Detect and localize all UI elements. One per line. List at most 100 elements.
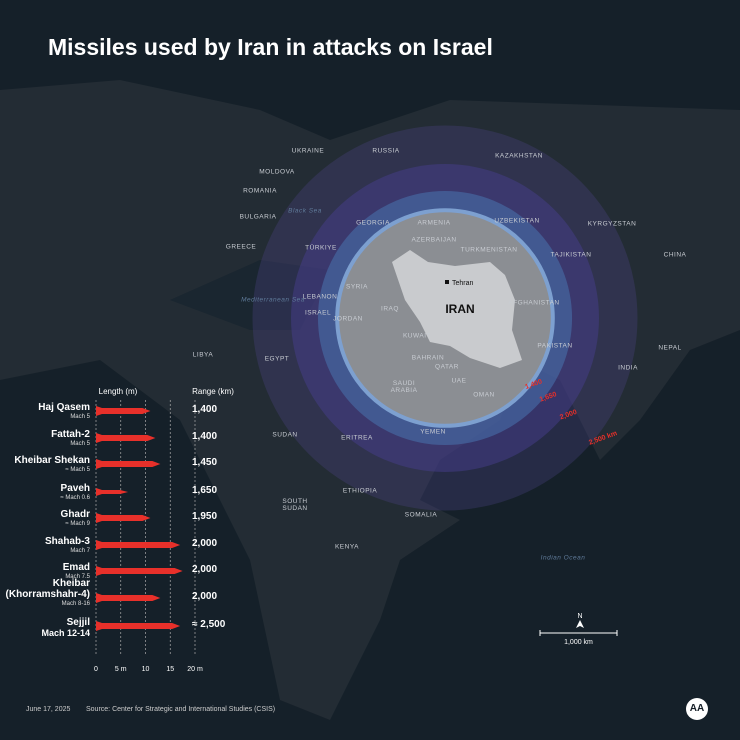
map-label: PAKISTAN xyxy=(537,342,573,350)
map-label: AFGHANISTAN xyxy=(508,299,560,307)
missile-speed: Mach 7 xyxy=(70,548,90,554)
iran-label: IRAN xyxy=(445,302,474,316)
map-label: OMAN xyxy=(473,391,495,399)
missile-speed: ≈ Mach 0.6 xyxy=(60,495,90,501)
map-label: LEBANON xyxy=(302,293,338,301)
missile xyxy=(96,488,129,496)
north-label: N xyxy=(577,613,582,620)
range-header: Range (km) xyxy=(192,387,234,396)
logo: AA xyxy=(686,698,708,720)
missile-range: 2,000 xyxy=(192,538,218,549)
missile xyxy=(96,459,161,469)
missile-name: Ghadr xyxy=(60,509,90,520)
missile-range: 2,000 xyxy=(192,591,218,602)
map-label: KUWAIT xyxy=(402,332,432,340)
map-label: GEORGIA xyxy=(356,219,390,227)
missile-speed: Mach 5 xyxy=(70,414,90,420)
missile xyxy=(96,593,161,603)
missile xyxy=(96,513,151,523)
mediterranean xyxy=(170,260,330,330)
missile-name: Paveh xyxy=(60,483,90,494)
capital-marker xyxy=(445,280,449,284)
date: June 17, 2025 xyxy=(26,706,71,713)
scale-label: 1,000 km xyxy=(564,639,593,646)
map-label: ETHIOPIA xyxy=(342,487,378,495)
map-label: NEPAL xyxy=(658,344,682,352)
map-label: JORDAN xyxy=(333,315,363,323)
map-label: IRAQ xyxy=(381,305,399,313)
map-label: ARMENIA xyxy=(417,219,451,227)
missile-range: 1,650 xyxy=(192,485,218,496)
missile xyxy=(96,621,181,631)
source: Source: Center for Strategic and Interna… xyxy=(86,706,276,713)
map-label: SUDAN xyxy=(272,431,298,439)
map-label: KYRGYZSTAN xyxy=(587,220,637,228)
north-arrow xyxy=(576,620,584,628)
missile-name: Emad xyxy=(62,562,90,573)
map-label: TÜRKIYE xyxy=(305,244,337,252)
missile-speed: Mach 8-16 xyxy=(61,601,90,607)
map-label: TAJIKISTAN xyxy=(550,251,592,259)
x-tick-label: 20 m xyxy=(187,666,203,673)
map-label: CHINA xyxy=(663,251,687,259)
x-tick-label: 15 xyxy=(166,666,174,673)
map-label: TURKMENISTAN xyxy=(460,246,518,254)
capital: Tehran xyxy=(452,280,474,287)
missile-speed: Mach 5 xyxy=(70,441,90,447)
map-label: Indian Ocean xyxy=(540,554,586,562)
missile-range: 1,400 xyxy=(192,431,218,442)
map-label: SAUDI ARABIA xyxy=(390,379,418,394)
map-label: BULGARIA xyxy=(239,213,277,221)
missile xyxy=(96,406,151,416)
map-label: AZERBAIJAN xyxy=(411,236,457,244)
map-label: ISRAEL xyxy=(304,309,332,317)
missile-range: 2,000 xyxy=(192,564,218,575)
x-tick-label: 0 xyxy=(94,666,98,673)
map-label: MOLDOVA xyxy=(259,168,295,176)
missile-speed: ≈ Mach 9 xyxy=(65,521,90,527)
missile-name: Kheibar (Khorramshahr-4) xyxy=(5,578,90,600)
missile xyxy=(96,540,181,550)
missile-name: Kheibar Shekan xyxy=(14,455,90,466)
map-label: BAHRAIN xyxy=(411,354,445,362)
map-label: ROMANIA xyxy=(243,187,277,195)
map-label: SYRIA xyxy=(345,283,369,291)
map-label: GREECE xyxy=(225,243,257,251)
title: Missiles used by Iran in attacks on Isra… xyxy=(48,34,493,60)
map-label: INDIA xyxy=(618,364,638,372)
scale-bar xyxy=(539,630,618,636)
map-label: KAZAKHSTAN xyxy=(495,152,543,160)
map-label: LIBYA xyxy=(192,351,214,359)
missile-name: Haj Qasem xyxy=(38,402,90,413)
map-label: QATAR xyxy=(435,363,459,371)
missile-range: 1,450 xyxy=(192,457,218,468)
map-label: SOUTH SUDAN xyxy=(282,497,308,512)
map-label: UKRAINE xyxy=(291,147,325,155)
missile-name: Shahab-3 xyxy=(44,536,90,547)
missile-range: 1,400 xyxy=(192,404,218,415)
map-label: SOMALIA xyxy=(404,511,438,519)
length-header: Length (m) xyxy=(99,387,138,396)
map-label: UZBEKISTAN xyxy=(494,217,540,225)
map-label: Black Sea xyxy=(288,207,322,215)
missile-name: Sejjil xyxy=(66,617,90,628)
missile-speed: ≈ Mach 5 xyxy=(65,467,90,473)
missile-speed: Mach 7.5 xyxy=(65,574,90,580)
iran xyxy=(392,250,522,368)
map-label: EGYPT xyxy=(264,355,290,363)
map-label: UAE xyxy=(451,377,467,385)
map-label: ERITREA xyxy=(341,434,373,442)
map-label: Mediterranean Sea xyxy=(241,296,305,304)
map-label: KENYA xyxy=(334,543,360,551)
missile xyxy=(96,566,183,576)
map-label: YEMEN xyxy=(420,428,446,436)
missile-range: 1,950 xyxy=(192,511,218,522)
missile-name: Fattah-2 xyxy=(51,429,90,440)
map-label: RUSSIA xyxy=(372,147,400,155)
missile-range: ≈ 2,500 xyxy=(192,619,226,630)
missile xyxy=(96,433,156,443)
x-tick-label: 10 xyxy=(142,666,150,673)
x-tick-label: 5 m xyxy=(115,666,127,673)
